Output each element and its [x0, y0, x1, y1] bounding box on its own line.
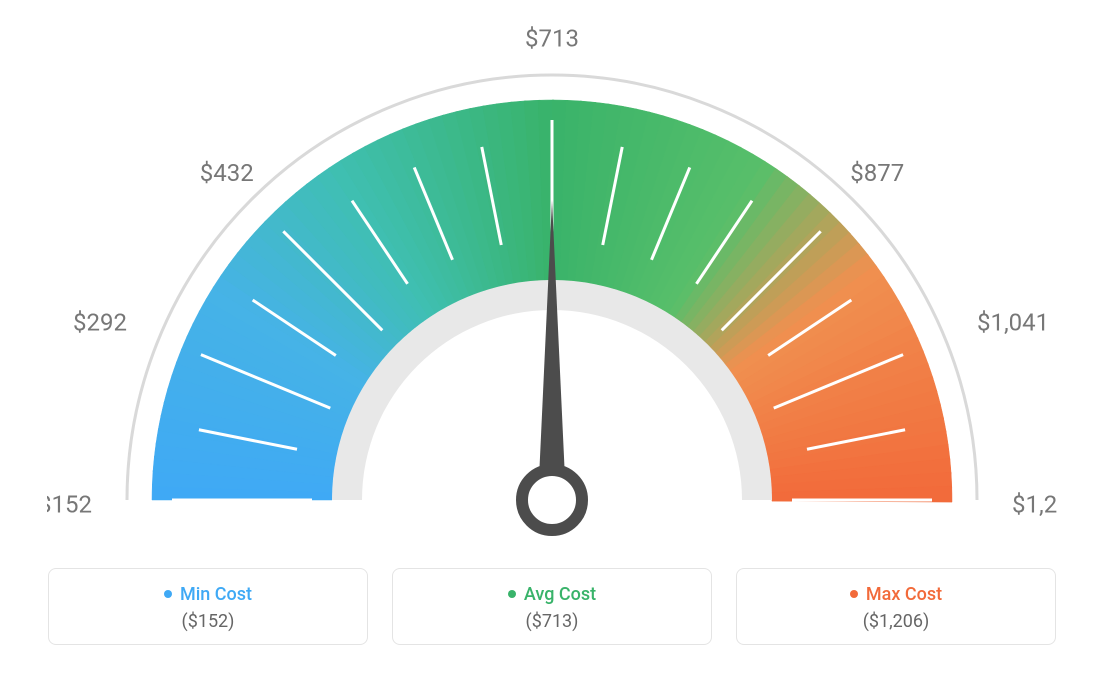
legend-min-title: Min Cost	[164, 584, 252, 605]
legend-avg-value: ($713)	[405, 611, 699, 632]
svg-text:$713: $713	[525, 24, 579, 52]
legend-max-value: ($1,206)	[749, 611, 1043, 632]
svg-text:$292: $292	[73, 308, 127, 336]
svg-text:$432: $432	[200, 159, 254, 187]
legend-avg-title: Avg Cost	[508, 584, 596, 605]
dot-icon	[850, 590, 858, 598]
legend-min-value: ($152)	[61, 611, 355, 632]
dot-icon	[164, 590, 172, 598]
legend-min: Min Cost ($152)	[48, 568, 368, 645]
svg-text:$152: $152	[47, 490, 92, 518]
cost-gauge: $152 $292 $432 $713 $877 $1,041 $1,206	[0, 0, 1104, 560]
legend-row: Min Cost ($152) Avg Cost ($713) Max Cost…	[0, 568, 1104, 645]
legend-min-label: Min Cost	[180, 584, 252, 605]
svg-text:$1,041: $1,041	[977, 308, 1049, 336]
legend-max: Max Cost ($1,206)	[736, 568, 1056, 645]
svg-text:$877: $877	[850, 159, 904, 187]
legend-avg: Avg Cost ($713)	[392, 568, 712, 645]
svg-text:$1,206: $1,206	[1012, 490, 1057, 518]
gauge-svg: $152 $292 $432 $713 $877 $1,041 $1,206	[47, 0, 1057, 560]
dot-icon	[508, 590, 516, 598]
legend-max-label: Max Cost	[866, 584, 942, 605]
legend-avg-label: Avg Cost	[524, 584, 596, 605]
legend-max-title: Max Cost	[850, 584, 942, 605]
